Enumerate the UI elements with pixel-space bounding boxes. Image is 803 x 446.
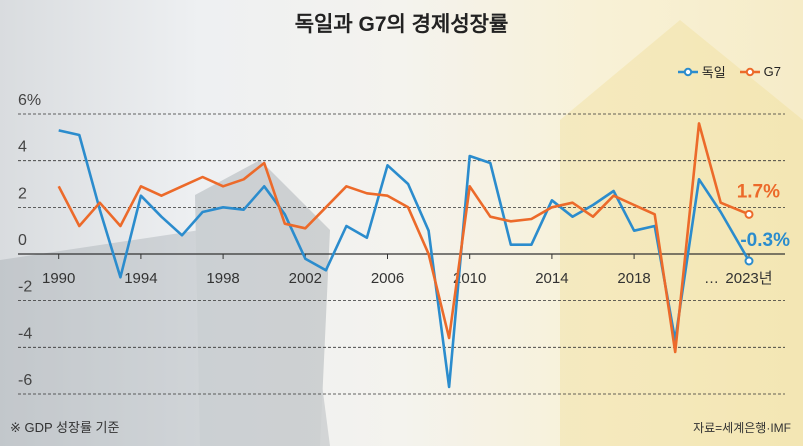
x-tick-label: 2010 [453, 270, 486, 287]
y-tick-label: 0 [18, 232, 27, 249]
legend-item-germany: 독일 [677, 62, 726, 81]
x-tick-label: 2018 [617, 270, 650, 287]
x-tick-label: 1998 [206, 270, 239, 287]
end-value-label: -0.3% [740, 230, 790, 251]
legend-marker-germany [677, 67, 698, 76]
series-line-g7 [57, 122, 750, 354]
x-tick-label: … [704, 270, 719, 287]
series-line-germany [58, 129, 751, 389]
x-tick-label: 1990 [42, 270, 75, 287]
y-tick-label: 2 [18, 185, 27, 202]
legend-marker-g7 [739, 67, 760, 76]
y-tick-label: 6% [18, 92, 41, 109]
y-tick-label: -6 [18, 372, 32, 389]
y-tick-label: -2 [18, 279, 32, 296]
x-tick-label: 2023년 [725, 270, 772, 287]
source-label: 자료=세계은행·IMF [693, 421, 791, 435]
legend-item-g7: G7 [739, 64, 781, 79]
chart-title: 독일과 G7의 경제성장률 [294, 13, 509, 36]
y-tick-label: 4 [18, 139, 27, 156]
data-point [744, 256, 754, 266]
legend-label-germany: 독일 [701, 65, 726, 80]
footnote: ※ GDP 성장률 기준 [10, 420, 120, 435]
y-tick-label: -4 [18, 325, 32, 342]
x-tick-label: 1994 [124, 270, 157, 287]
x-tick-label: 2006 [371, 270, 404, 287]
x-tick-label: 2002 [289, 270, 322, 287]
x-tick-label: 2014 [535, 270, 568, 287]
legend: 독일 G7 [677, 62, 781, 81]
data-point [744, 209, 754, 219]
legend-label-g7: G7 [763, 64, 781, 79]
end-value-label: 1.7% [737, 181, 780, 202]
